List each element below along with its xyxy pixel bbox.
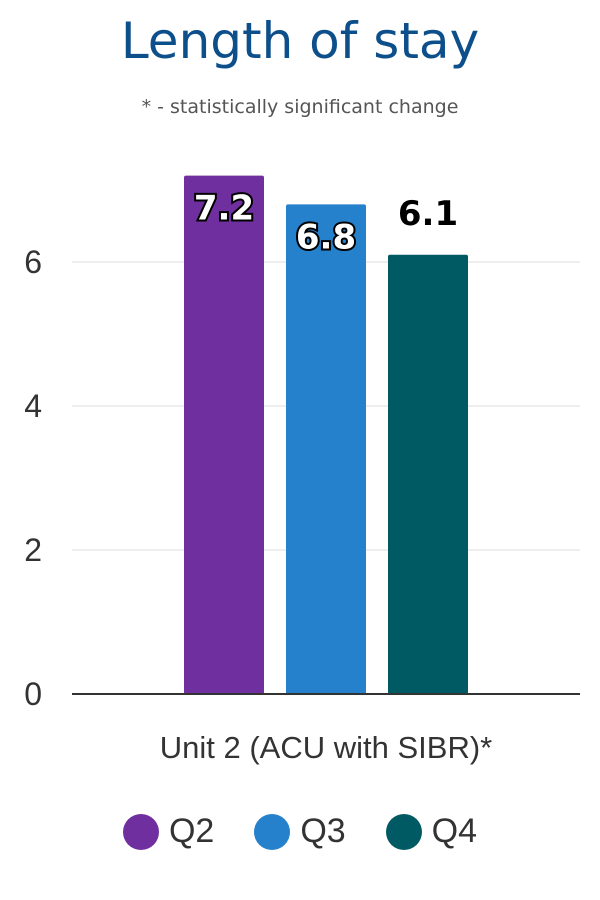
chart-subtitle: * - statistically significant change [141,96,459,118]
legend: Q2 Q3 Q4 [0,812,600,851]
y-tick-label: 6 [24,244,42,280]
legend-item-q2[interactable]: Q2 [122,812,215,851]
data-label-q2: 7.2 [194,189,254,229]
legend-item-q3[interactable]: Q3 [254,812,346,851]
bar-q4 [388,254,468,695]
legend-label-q3: Q3 [300,812,346,850]
bar-q2 [184,175,264,695]
y-tick-label: 2 [24,532,42,568]
legend-label-q4: Q4 [431,812,478,850]
data-labels: 7.2 6.8 6.1 [192,187,458,260]
data-label-q3: 6.8 [296,217,356,257]
legend-item-q4[interactable]: Q4 [385,812,478,851]
chart-title: Length of stay [120,12,480,70]
y-axis-ticks: 0 2 4 6 [24,244,42,712]
x-category-label: Unit 2 (ACU with SIBR)* [160,730,492,765]
legend-swatch-q4 [385,813,422,850]
bars [184,175,468,695]
y-tick-label: 4 [24,388,42,424]
y-tick-label: 0 [24,676,42,712]
bar-q3 [286,204,366,694]
legend-swatch-q3 [254,813,291,850]
data-label-q4: 6.1 [398,194,458,234]
legend-swatch-q2 [122,813,159,850]
legend-label-q2: Q2 [168,812,215,850]
